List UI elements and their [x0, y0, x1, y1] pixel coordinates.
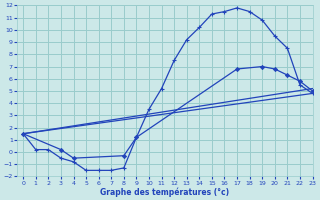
X-axis label: Graphe des températures (°c): Graphe des températures (°c): [100, 187, 229, 197]
